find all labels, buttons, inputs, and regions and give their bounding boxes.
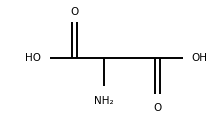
Text: OH: OH — [191, 53, 207, 63]
Text: HO: HO — [25, 53, 41, 63]
Text: NH₂: NH₂ — [94, 96, 113, 106]
Text: O: O — [154, 103, 162, 113]
Text: O: O — [71, 7, 79, 17]
